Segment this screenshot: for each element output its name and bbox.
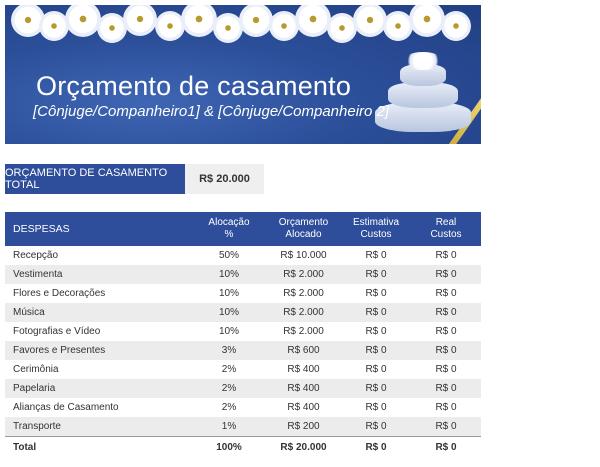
real-cost[interactable]: R$ 0 [435, 250, 457, 261]
flower-decoration [441, 11, 471, 41]
expense-name[interactable]: Flores e Decorações [13, 288, 106, 299]
total-estimated: R$ 0 [365, 442, 387, 453]
total-budget-label: ORÇAMENTO DE CASAMENTO TOTAL [5, 164, 185, 194]
estimated-cost[interactable]: R$ 0 [365, 326, 387, 337]
table-row: Cerimônia 2% R$ 400 R$ 0 R$ 0 [5, 360, 481, 379]
estimated-cost[interactable]: R$ 0 [365, 250, 387, 261]
expense-name[interactable]: Recepção [13, 250, 59, 261]
allocation-pct[interactable]: 10% [218, 307, 239, 318]
flower-decoration [97, 13, 127, 43]
table-row: Alianças de Casamento 2% R$ 400 R$ 0 R$ … [5, 398, 481, 417]
flower-decoration [155, 11, 185, 41]
allocation-pct[interactable]: 50% [218, 250, 239, 261]
estimated-cost[interactable]: R$ 0 [365, 364, 387, 375]
flower-decoration [213, 13, 243, 43]
header-allocated-budget: Orçamento Alocado [278, 217, 329, 240]
real-cost[interactable]: R$ 0 [435, 345, 457, 356]
expense-name[interactable]: Música [13, 307, 45, 318]
estimated-cost[interactable]: R$ 0 [365, 345, 387, 356]
total-budget-value[interactable]: R$ 20.000 [185, 164, 264, 194]
real-cost[interactable]: R$ 0 [435, 269, 457, 280]
expense-name[interactable]: Favores e Presentes [13, 345, 106, 356]
wedding-cake-image [373, 52, 473, 132]
real-cost[interactable]: R$ 0 [435, 364, 457, 375]
page-title[interactable]: Orçamento de casamento [36, 71, 352, 101]
header-expenses: DESPESAS [13, 223, 70, 235]
flower-decoration [181, 5, 217, 37]
flower-decoration [383, 11, 413, 41]
flower-decoration [409, 5, 445, 37]
real-cost[interactable]: R$ 0 [435, 288, 457, 299]
table-total-row: Total 100% R$ 20.000 R$ 0 R$ 0 [5, 436, 481, 458]
expense-name[interactable]: Cerimônia [13, 364, 59, 375]
flower-decoration [239, 5, 273, 37]
total-label: Total [13, 442, 37, 453]
allocated-budget: R$ 2.000 [283, 269, 324, 280]
estimated-cost[interactable]: R$ 0 [365, 402, 387, 413]
real-cost[interactable]: R$ 0 [435, 307, 457, 318]
table-row: Papelaria 2% R$ 400 R$ 0 R$ 0 [5, 379, 481, 398]
flower-decoration [65, 5, 101, 37]
flower-decoration [39, 11, 69, 41]
allocated-budget: R$ 400 [287, 383, 320, 394]
allocation-pct[interactable]: 10% [218, 288, 239, 299]
allocation-pct[interactable]: 2% [221, 383, 237, 394]
table-row: Fotografias e Vídeo 10% R$ 2.000 R$ 0 R$… [5, 322, 481, 341]
header-real-costs: Real Custos [430, 217, 462, 240]
allocated-budget: R$ 600 [287, 345, 320, 356]
allocated-budget: R$ 400 [287, 402, 320, 413]
estimated-cost[interactable]: R$ 0 [365, 288, 387, 299]
allocation-pct[interactable]: 10% [218, 326, 239, 337]
total-allocated: R$ 20.000 [280, 442, 327, 453]
flower-decoration [295, 5, 331, 37]
total-pct: 100% [216, 442, 242, 453]
expense-name[interactable]: Alianças de Casamento [13, 402, 119, 413]
header-estimated-costs: Estimativa Custos [352, 217, 400, 240]
table-row: Recepção 50% R$ 10.000 R$ 0 R$ 0 [5, 246, 481, 265]
couple-names[interactable]: [Cônjuge/Companheiro1] & [Cônjuge/Compan… [33, 103, 390, 120]
table-row: Flores e Decorações 10% R$ 2.000 R$ 0 R$… [5, 284, 481, 303]
allocated-budget: R$ 200 [287, 421, 320, 432]
expense-name[interactable]: Fotografias e Vídeo [13, 326, 101, 337]
flower-decoration [269, 11, 299, 41]
estimated-cost[interactable]: R$ 0 [365, 269, 387, 280]
wedding-banner: Orçamento de casamento [Cônjuge/Companhe… [5, 5, 481, 144]
allocation-pct[interactable]: 2% [221, 402, 237, 413]
table-row: Favores e Presentes 3% R$ 600 R$ 0 R$ 0 [5, 341, 481, 360]
table-row: Transporte 1% R$ 200 R$ 0 R$ 0 [5, 417, 481, 436]
expense-name[interactable]: Transporte [13, 421, 61, 432]
header-allocation-pct: Alocação% [208, 217, 250, 240]
allocated-budget: R$ 400 [287, 364, 320, 375]
estimated-cost[interactable]: R$ 0 [365, 421, 387, 432]
allocation-pct[interactable]: 2% [221, 364, 237, 375]
real-cost[interactable]: R$ 0 [435, 421, 457, 432]
allocated-budget: R$ 2.000 [283, 326, 324, 337]
table-row: Música 10% R$ 2.000 R$ 0 R$ 0 [5, 303, 481, 322]
flower-decoration [327, 13, 357, 43]
allocated-budget: R$ 2.000 [283, 288, 324, 299]
expense-name[interactable]: Papelaria [13, 383, 56, 394]
allocated-budget: R$ 2.000 [283, 307, 324, 318]
allocation-pct[interactable]: 1% [221, 421, 237, 432]
real-cost[interactable]: R$ 0 [435, 402, 457, 413]
total-real: R$ 0 [435, 442, 457, 453]
flower-decoration [123, 5, 157, 36]
allocation-pct[interactable]: 10% [218, 269, 239, 280]
real-cost[interactable]: R$ 0 [435, 326, 457, 337]
real-cost[interactable]: R$ 0 [435, 383, 457, 394]
table-header: DESPESAS Alocação% Orçamento Alocado Esti… [5, 212, 481, 246]
flower-decoration [353, 5, 387, 37]
allocation-pct[interactable]: 3% [221, 345, 237, 356]
table-row: Vestimenta 10% R$ 2.000 R$ 0 R$ 0 [5, 265, 481, 284]
expense-name[interactable]: Vestimenta [13, 269, 63, 280]
allocated-budget: R$ 10.000 [280, 250, 327, 261]
expenses-table: DESPESAS Alocação% Orçamento Alocado Esti… [5, 212, 481, 458]
estimated-cost[interactable]: R$ 0 [365, 383, 387, 394]
estimated-cost[interactable]: R$ 0 [365, 307, 387, 318]
